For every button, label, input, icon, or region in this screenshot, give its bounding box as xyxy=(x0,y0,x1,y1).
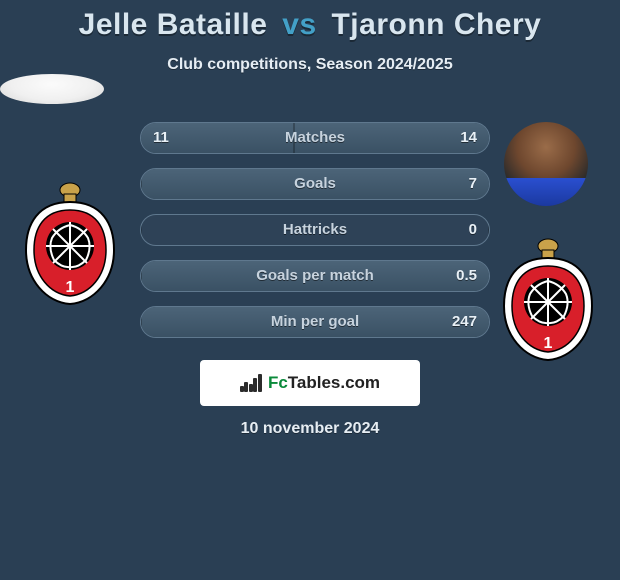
title-vs: vs xyxy=(282,8,316,41)
logo-bar xyxy=(249,384,253,392)
avatar-player2 xyxy=(504,122,588,206)
stats-panel: Matches11 14 Goals7 Hattricks0 Goals per mat… xyxy=(140,122,490,352)
stat-row: Min per goal247 xyxy=(140,306,490,338)
stat-label: Min per goal xyxy=(141,307,489,337)
stat-label: Goals xyxy=(141,169,489,199)
page-title: Jelle Bataille vs Tjaronn Chery xyxy=(0,8,620,42)
stat-label: Matches xyxy=(141,123,489,153)
club-crest-player2: 1 xyxy=(498,232,598,362)
stat-row: Matches11 14 xyxy=(140,122,490,154)
logo-bar xyxy=(240,386,244,392)
stat-left-value: 11 xyxy=(153,123,169,153)
logo-bar xyxy=(244,382,248,392)
stat-row: Goals7 xyxy=(140,168,490,200)
stat-row: Goals per match0.5 xyxy=(140,260,490,292)
date-text: 10 november 2024 xyxy=(0,420,620,438)
title-player1: Jelle Bataille xyxy=(79,8,268,41)
logo-bar xyxy=(253,378,257,392)
club-crest-player1: 1 xyxy=(20,176,120,306)
stat-right-value: 7 xyxy=(469,169,477,199)
crest-number-left: 1 xyxy=(66,279,75,296)
title-player2: Tjaronn Chery xyxy=(331,8,541,41)
crest-number-right: 1 xyxy=(544,335,553,352)
comparison-card: Jelle Bataille vs Tjaronn Chery Club com… xyxy=(0,0,620,580)
stat-right-value: 247 xyxy=(452,307,477,337)
logo-suffix: .com xyxy=(340,373,380,392)
subtitle: Club competitions, Season 2024/2025 xyxy=(0,56,620,74)
stat-label: Hattricks xyxy=(141,215,489,245)
logo-text: FcTables.com xyxy=(268,373,380,393)
watermark-logo: FcTables.com xyxy=(200,360,420,406)
stat-right-value: 14 xyxy=(460,123,477,153)
stat-right-value: 0 xyxy=(469,215,477,245)
stat-right-value: 0.5 xyxy=(456,261,477,291)
avatar-player1 xyxy=(0,74,104,104)
logo-main: Tables xyxy=(288,373,341,392)
avatar-player2-jersey xyxy=(504,178,588,206)
logo-prefix: Fc xyxy=(268,373,288,392)
logo-bar xyxy=(258,374,262,392)
stat-row: Hattricks0 xyxy=(140,214,490,246)
stat-label: Goals per match xyxy=(141,261,489,291)
logo-bars-icon xyxy=(240,374,262,392)
